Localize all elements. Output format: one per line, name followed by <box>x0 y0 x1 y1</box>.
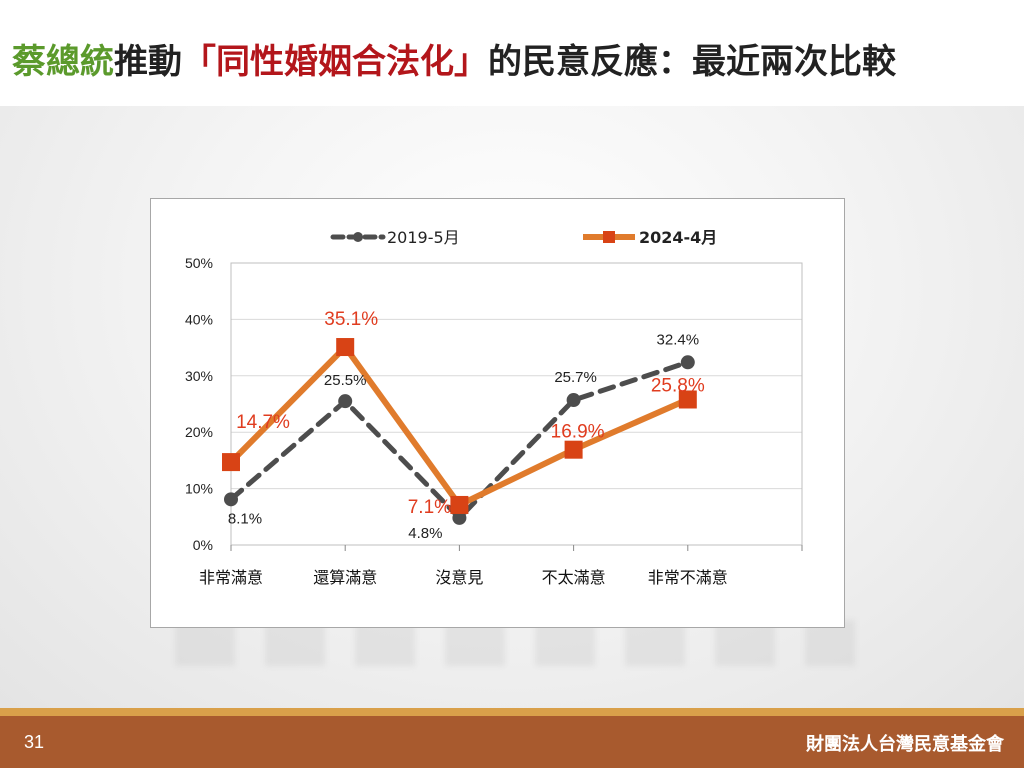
chart-panel: 0% 10% 20% 30% 40% 50% 非常滿意 還算滿意 沒意見 不太滿意 非常不滿意 8.1… <box>150 198 845 628</box>
y-tick-label: 30% <box>185 368 213 384</box>
slide-title: 蔡總統推動「同性婚姻合法化」的民意反應：最近兩次比較 <box>12 34 896 83</box>
data-point-2024 <box>450 495 469 514</box>
series-line-2019 <box>228 359 691 522</box>
legend-marker-2019 <box>353 232 363 242</box>
title-part-rest: 的民意反應：最近兩次比較 <box>488 42 896 82</box>
data-label-2024: 25.8% <box>651 375 705 396</box>
title-bar: 蔡總統推動「同性婚姻合法化」的民意反應：最近兩次比較 <box>0 0 1024 106</box>
data-label-2019: 4.8% <box>408 525 442 542</box>
y-tick-label: 0% <box>193 537 213 553</box>
data-point-2024 <box>222 453 240 472</box>
page-number: 31 <box>24 732 45 752</box>
data-label-2024: 35.1% <box>324 309 378 330</box>
data-label-2024: 16.9% <box>551 422 605 443</box>
data-point-2019 <box>224 492 238 507</box>
line-chart: 0% 10% 20% 30% 40% 50% 非常滿意 還算滿意 沒意見 不太滿意 非常不滿意 8.1… <box>185 228 803 587</box>
title-part-push: 推動 <box>114 42 182 82</box>
data-point-2019 <box>452 510 467 525</box>
data-label-2019: 32.4% <box>657 331 700 348</box>
footer-stripe <box>0 708 1024 716</box>
data-label-2024: 14.7% <box>236 412 290 433</box>
y-tick-label: 50% <box>185 255 213 271</box>
x-tick-label: 沒意見 <box>435 568 483 587</box>
data-label-2019: 25.7% <box>554 369 597 386</box>
data-label-2019: 25.5% <box>324 372 367 389</box>
title-part-topic: 「同性婚姻合法化」 <box>182 42 488 82</box>
legend-label-2024: 2024-4月 <box>639 228 717 247</box>
x-tick-label: 非常滿意 <box>199 568 263 587</box>
legend-marker-2024 <box>603 231 615 243</box>
data-point-2019 <box>338 394 353 409</box>
data-point-2024 <box>336 338 355 357</box>
y-tick-label: 10% <box>185 481 213 497</box>
footer-bar: 31 財團法人台灣民意基金會 <box>0 716 1024 768</box>
x-tick-label: 不太滿意 <box>542 568 606 587</box>
data-point-2024 <box>678 390 697 409</box>
x-tick-label: 非常不滿意 <box>648 568 728 587</box>
data-label-2024: 7.1% <box>408 497 451 518</box>
data-point-2019 <box>680 355 695 370</box>
data-point-2019 <box>566 393 581 408</box>
series-line-2024 <box>228 344 690 508</box>
y-tick-label: 40% <box>185 311 213 327</box>
legend-label-2019: 2019-5月 <box>387 228 460 247</box>
organization-name: 財團法人台灣民意基金會 <box>806 734 1004 755</box>
x-tick-label: 還算滿意 <box>313 568 377 587</box>
data-point-2024 <box>564 440 583 459</box>
y-tick-label: 20% <box>185 424 213 440</box>
plot-area <box>230 262 803 546</box>
title-part-president: 蔡總統 <box>12 42 114 82</box>
data-label-2019: 8.1% <box>228 510 262 527</box>
